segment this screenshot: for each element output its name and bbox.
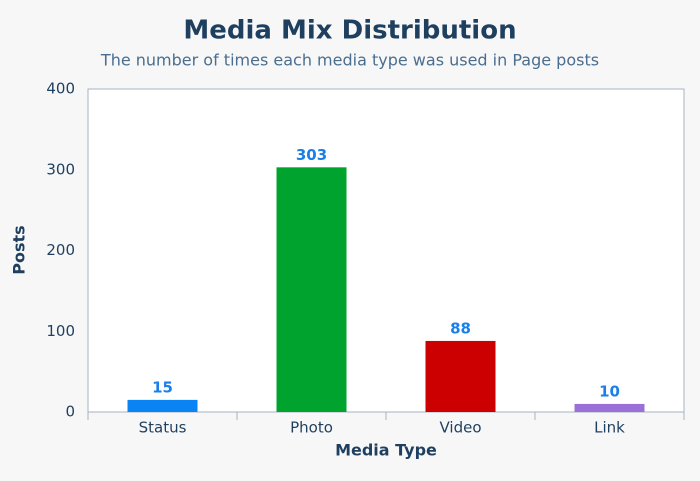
y-tick-label: 300 [46, 160, 75, 178]
chart-title: Media Mix Distribution [183, 16, 516, 46]
y-tick-label: 200 [46, 241, 75, 259]
bar [574, 403, 645, 412]
x-axis-label: Media Type [335, 441, 437, 460]
x-tick-label: Photo [290, 419, 333, 437]
y-tick-label: 100 [46, 322, 75, 340]
y-axis-label: Posts [10, 225, 29, 274]
plot-area [87, 88, 685, 413]
x-tick-label: Status [139, 419, 187, 437]
value-label: 10 [599, 382, 620, 400]
chart-subtitle: The number of times each media type was … [100, 51, 599, 70]
value-label: 303 [296, 146, 327, 164]
bar [276, 167, 347, 412]
value-label: 88 [450, 319, 471, 337]
y-tick-label: 400 [46, 80, 75, 98]
bar [127, 399, 198, 412]
value-label: 15 [152, 378, 173, 396]
bar [425, 340, 496, 412]
x-tick-label: Link [594, 419, 625, 437]
y-tick-label: 0 [65, 403, 75, 421]
x-tick-label: Video [439, 419, 481, 437]
